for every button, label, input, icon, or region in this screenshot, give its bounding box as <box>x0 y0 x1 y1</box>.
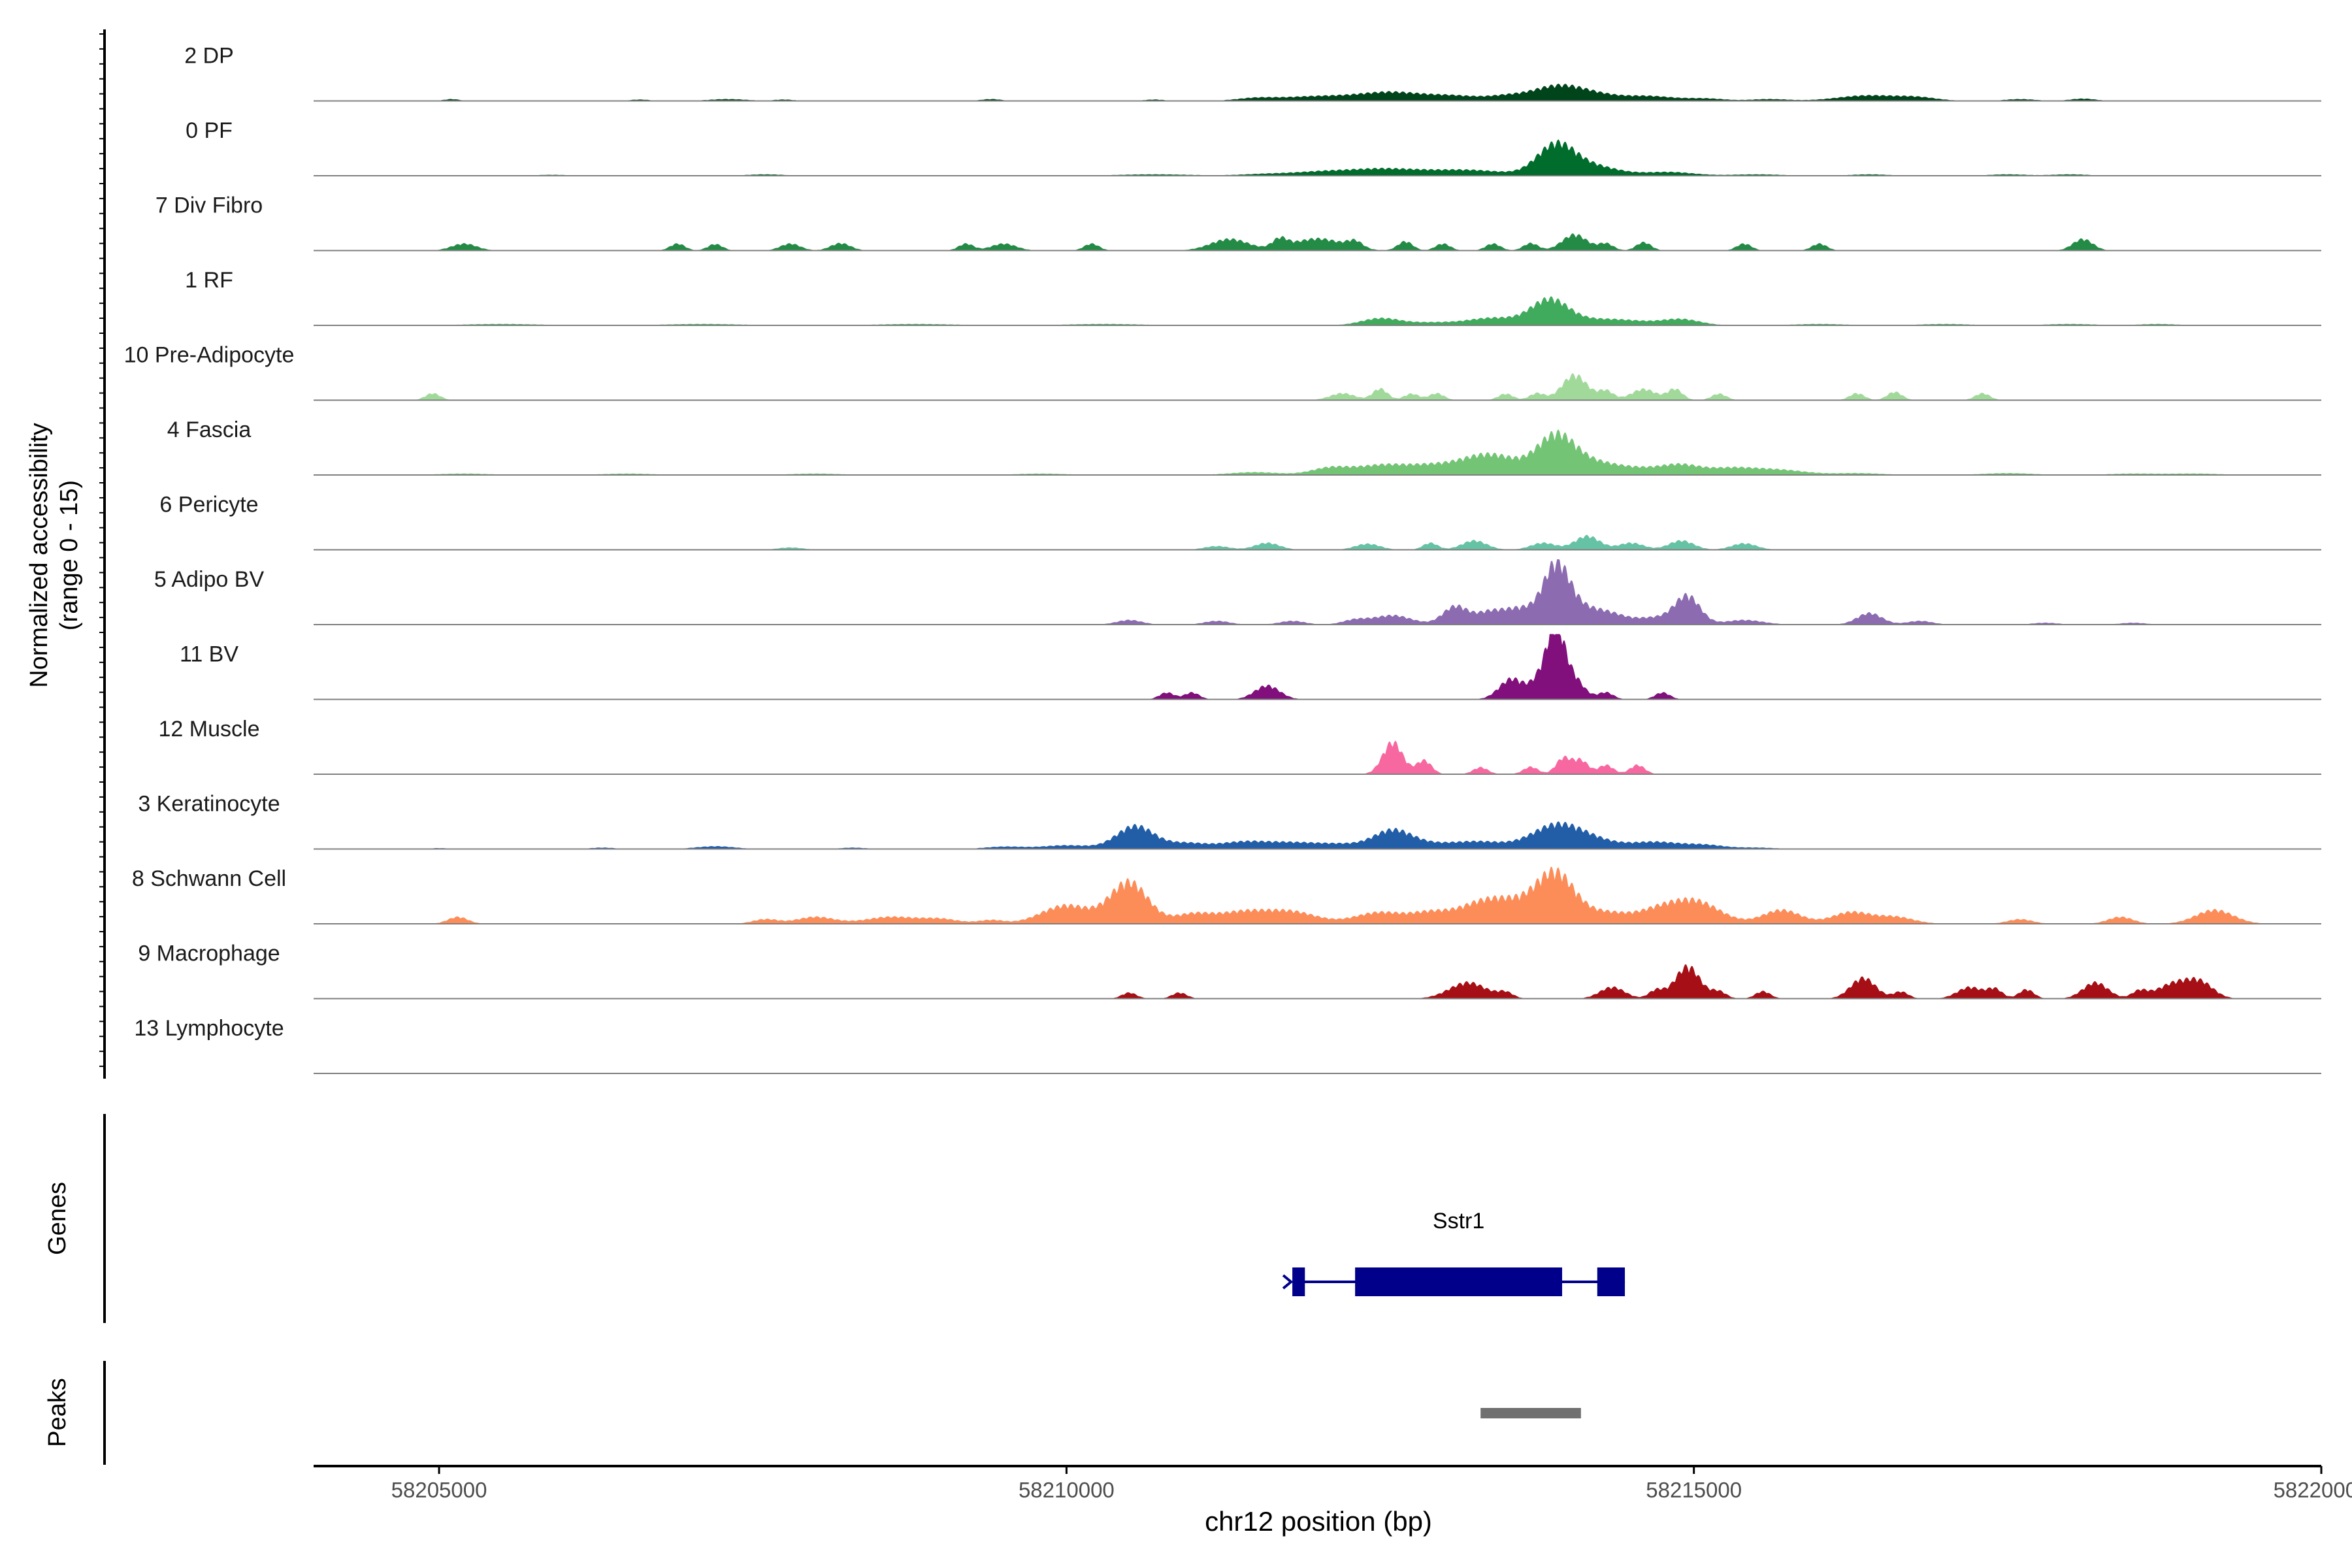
track-area <box>314 964 2321 999</box>
peaks-panel <box>103 1361 1581 1465</box>
y-axis-label-line2: (range 0 - 15) <box>56 480 83 630</box>
x-tick-label: 58220000 <box>2274 1478 2352 1502</box>
gene-name-label: Sstr1 <box>1433 1209 1484 1233</box>
track: 3 Keratinocyte <box>138 792 2321 850</box>
track: 13 Lymphocyte <box>134 1016 2321 1074</box>
track: 12 Muscle <box>159 717 2321 775</box>
gene-exon <box>1292 1267 1305 1296</box>
track-label: 2 DP <box>184 44 234 69</box>
x-axis-label: chr12 position (bp) <box>1205 1506 1432 1537</box>
track-area <box>314 429 2321 475</box>
track-label: 7 Div Fibro <box>155 193 263 218</box>
track-area <box>314 84 2321 101</box>
peaks-panel-label: Peaks <box>44 1378 71 1447</box>
strand-arrow <box>1282 1274 1294 1290</box>
track-label: 11 BV <box>180 642 238 667</box>
track-area <box>314 233 2321 251</box>
track: 10 Pre-Adipocyte <box>124 343 2321 401</box>
track-label: 1 RF <box>185 268 233 293</box>
track-label: 13 Lymphocyte <box>134 1016 284 1041</box>
track: 2 DP <box>184 44 2321 102</box>
track-area <box>314 534 2321 550</box>
gene-model: Sstr1 <box>1282 1209 1625 1296</box>
x-axis: 58205000 58210000 58215000 58220000 <box>314 1465 2352 1502</box>
x-tick-label: 58210000 <box>1019 1478 1115 1502</box>
track-label: 12 Muscle <box>159 717 260 742</box>
peak-region <box>1480 1408 1581 1418</box>
track-label: 0 PF <box>186 118 233 143</box>
track: 8 Schwann Cell <box>132 866 2321 924</box>
x-tick-label: 58205000 <box>391 1478 487 1502</box>
track-area <box>314 373 2321 400</box>
track-label: 10 Pre-Adipocyte <box>124 343 295 368</box>
track-area <box>314 866 2321 924</box>
x-tick-label: 58215000 <box>1646 1478 1742 1502</box>
track: 1 RF <box>185 268 2321 326</box>
track: 5 Adipo BV <box>154 559 2321 625</box>
track: 7 Div Fibro <box>155 193 2321 252</box>
track: 0 PF <box>186 118 2321 176</box>
track-label: 5 Adipo BV <box>154 567 265 592</box>
track: 6 Pericyte <box>159 493 2321 551</box>
track-area <box>314 139 2321 176</box>
track-area <box>314 821 2321 849</box>
track: 11 BV <box>180 634 2321 700</box>
tracks-layer: 2 DP 0 PF 7 Div Fibro 1 RF 10 Pre-Adipocyte 4… <box>99 29 2321 1079</box>
track-label: 3 Keratinocyte <box>138 792 280 817</box>
genes-panel-label: Genes <box>44 1182 71 1255</box>
track: 4 Fascia <box>167 417 2321 476</box>
track-label: 8 Schwann Cell <box>132 866 286 891</box>
track-label: 9 Macrophage <box>138 941 280 966</box>
gene-exon <box>1597 1267 1625 1296</box>
track-area <box>314 634 2321 700</box>
track-area <box>314 559 2321 625</box>
track-label: 6 Pericyte <box>159 493 258 517</box>
track-label: 4 Fascia <box>167 417 252 442</box>
gene-exon <box>1355 1267 1563 1296</box>
track-area <box>314 296 2321 325</box>
track: 9 Macrophage <box>138 941 2321 1000</box>
track-area <box>314 740 2321 774</box>
genes-panel: Sstr1 <box>103 1114 1625 1323</box>
y-axis-label-line1: Normalized accessibility <box>25 423 53 687</box>
